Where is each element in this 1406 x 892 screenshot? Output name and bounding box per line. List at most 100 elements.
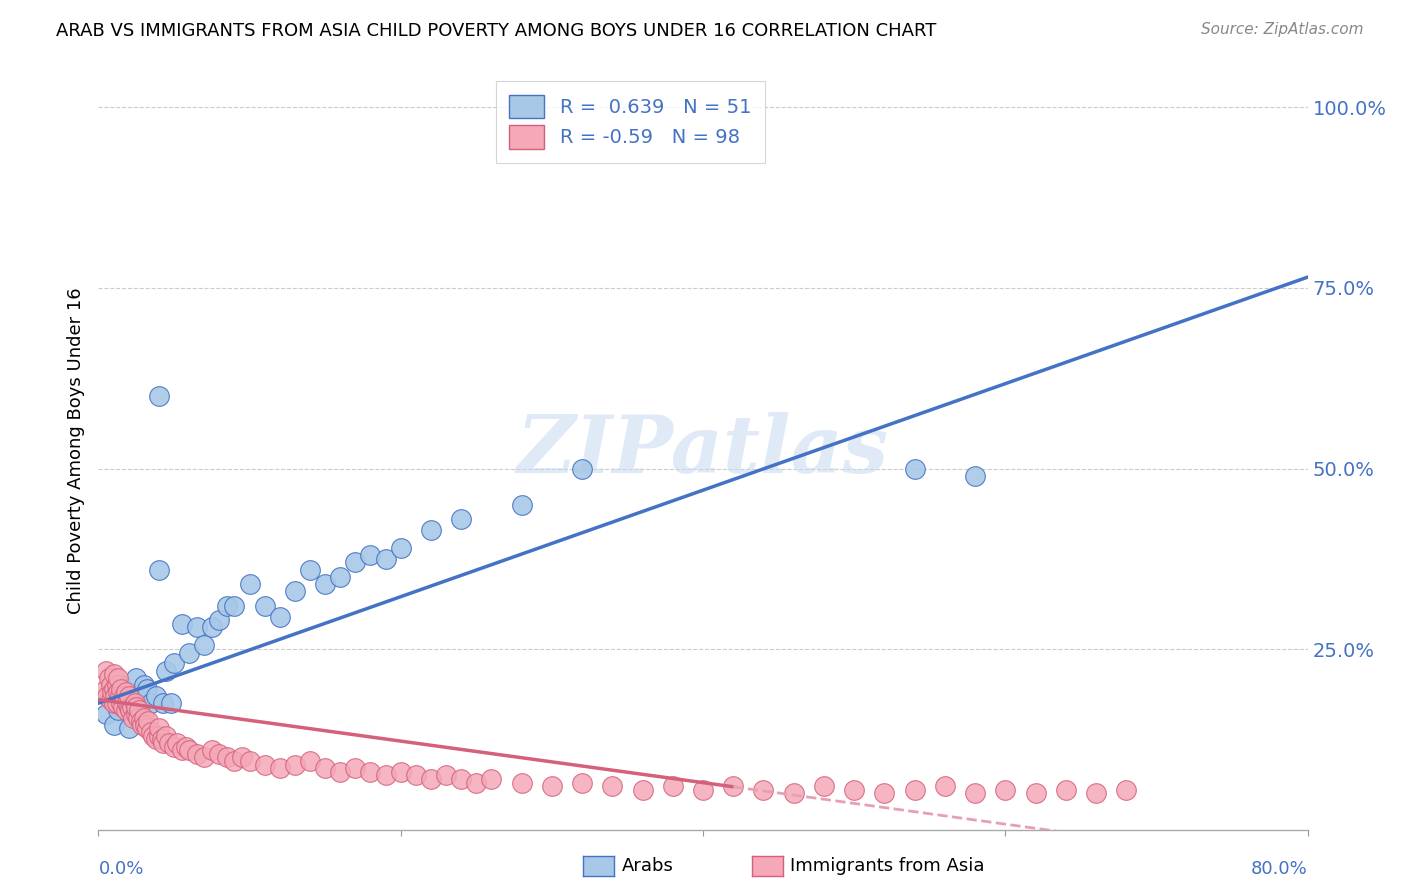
Point	[873, 787, 896, 801]
Point	[125, 689, 148, 703]
Point	[105, 692, 128, 706]
Text: ARAB VS IMMIGRANTS FROM ASIA CHILD POVERTY AMONG BOYS UNDER 16 CORRELATION CHART: ARAB VS IMMIGRANTS FROM ASIA CHILD POVER…	[56, 22, 936, 40]
Point	[374, 551, 396, 566]
Point	[661, 779, 683, 793]
Point	[965, 468, 987, 483]
Text: Source: ZipAtlas.com: Source: ZipAtlas.com	[1201, 22, 1364, 37]
Point	[540, 779, 562, 793]
Text: 0.0%: 0.0%	[98, 860, 143, 878]
Point	[160, 696, 183, 710]
Point	[121, 699, 143, 714]
Point	[314, 761, 336, 775]
Point	[215, 750, 238, 764]
Point	[145, 732, 167, 747]
Point	[420, 772, 443, 786]
Point	[1085, 787, 1108, 801]
Point	[131, 718, 153, 732]
Point	[405, 768, 427, 782]
Point	[125, 706, 148, 721]
Point	[253, 757, 276, 772]
Point	[134, 718, 156, 732]
Point	[450, 772, 472, 786]
Point	[269, 609, 291, 624]
Point	[110, 696, 132, 710]
Point	[994, 782, 1017, 797]
Point	[114, 689, 136, 703]
Legend: R =  0.639   N = 51, R = -0.59   N = 98: R = 0.639 N = 51, R = -0.59 N = 98	[496, 81, 765, 162]
Point	[434, 768, 457, 782]
Point	[135, 681, 157, 696]
Point	[118, 696, 141, 710]
Point	[1024, 787, 1046, 801]
Point	[269, 761, 291, 775]
Point	[904, 461, 927, 475]
Point	[155, 729, 177, 743]
Point	[103, 696, 125, 710]
Point	[135, 722, 157, 736]
Point	[152, 736, 174, 750]
Point	[314, 577, 336, 591]
Point	[115, 696, 138, 710]
Point	[132, 678, 155, 692]
Point	[100, 692, 122, 706]
Point	[166, 736, 188, 750]
Point	[101, 685, 124, 699]
Point	[170, 616, 193, 631]
Text: Immigrants from Asia: Immigrants from Asia	[790, 857, 984, 875]
Point	[94, 681, 117, 696]
Point	[96, 689, 118, 703]
Point	[141, 696, 163, 710]
Point	[108, 689, 131, 703]
Point	[239, 754, 262, 768]
Point	[107, 671, 129, 685]
Point	[692, 782, 714, 797]
Point	[201, 620, 224, 634]
Point	[201, 743, 224, 757]
Point	[104, 689, 127, 703]
Point	[105, 696, 128, 710]
Point	[103, 718, 125, 732]
Point	[136, 714, 159, 729]
Point	[132, 711, 155, 725]
Point	[179, 646, 201, 660]
Point	[389, 764, 412, 779]
Point	[103, 681, 125, 696]
Point	[510, 775, 533, 789]
Point	[360, 548, 382, 562]
Point	[94, 664, 117, 678]
Point	[284, 757, 307, 772]
Point	[142, 729, 165, 743]
Point	[122, 711, 145, 725]
Point	[420, 523, 443, 537]
Point	[186, 747, 208, 761]
Point	[752, 782, 775, 797]
Point	[904, 782, 927, 797]
Point	[163, 739, 186, 754]
Point	[465, 775, 488, 789]
Point	[121, 703, 143, 717]
Point	[174, 739, 197, 754]
Point	[118, 722, 141, 736]
Point	[103, 667, 125, 681]
Point	[163, 657, 186, 671]
Point	[224, 599, 246, 613]
Point	[284, 584, 307, 599]
Point	[783, 787, 806, 801]
Point	[186, 620, 208, 634]
Point	[155, 664, 177, 678]
Point	[159, 736, 181, 750]
Point	[112, 689, 135, 703]
Point	[98, 671, 121, 685]
Point	[215, 599, 238, 613]
Point	[329, 570, 352, 584]
Point	[118, 699, 141, 714]
Point	[329, 764, 352, 779]
Text: 80.0%: 80.0%	[1251, 860, 1308, 878]
Point	[389, 541, 412, 555]
Point	[114, 703, 136, 717]
Point	[571, 775, 593, 789]
Point	[844, 782, 866, 797]
Point	[481, 772, 503, 786]
Point	[107, 685, 129, 699]
Point	[602, 779, 624, 793]
